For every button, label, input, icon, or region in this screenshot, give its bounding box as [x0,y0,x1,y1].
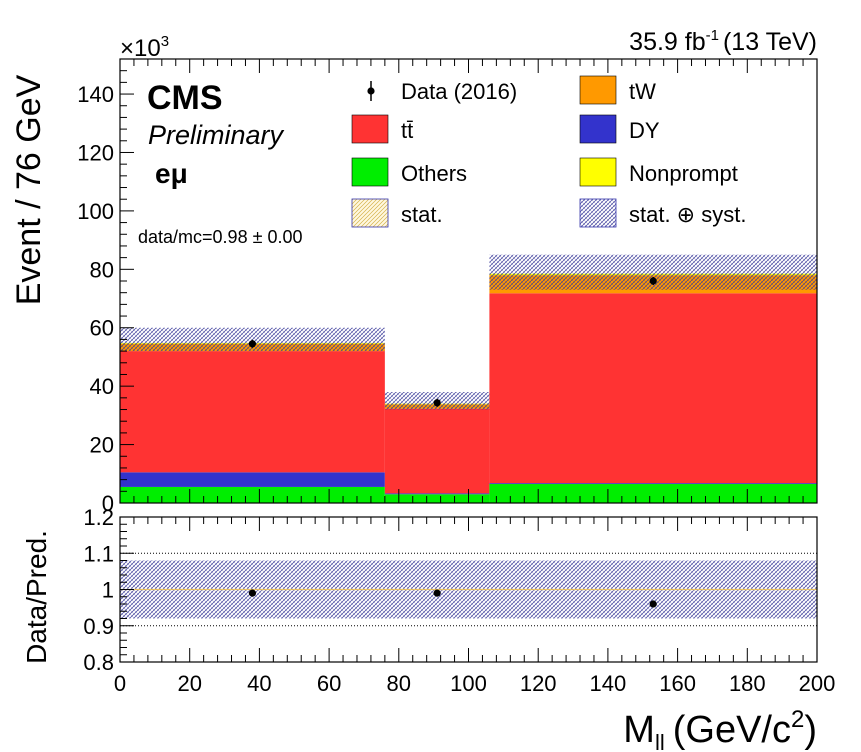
cms-label: CMS [147,79,223,117]
legend-label-nonprompt: Nonprompt [629,161,738,186]
x-tick-label: 180 [729,671,766,696]
legend-swatch-dy [579,114,617,144]
legend-swatch-others [351,157,389,187]
upper-y-tick-label: 140 [77,82,114,107]
y-multiplier: ×103 [120,33,169,62]
syst-band-bin0 [120,327,385,352]
stack-bar-tt-bin2 [489,293,817,484]
channel-label: eμ [155,158,188,189]
lower-y-tick-label: 0.9 [83,614,114,639]
x-tick-label: 0 [114,671,126,696]
preliminary-label: Preliminary [148,120,285,150]
legend-swatch-statsyst [579,198,617,228]
upper-axes: 0 20 40 60 80 100 120 140 [77,58,818,516]
legend-swatch-stat [351,198,389,228]
stack-bar-others-bin0 [120,486,385,503]
legend-label-tt: tt̄ [401,118,413,143]
x-tick-label: 120 [520,671,557,696]
x-tick-label: 80 [387,671,411,696]
lower-y-tick-label: 1 [102,578,114,603]
lower-data-points [248,589,657,608]
lower-syst-band [120,552,817,627]
legend-label-dy: DY [629,118,660,143]
upper-y-axis-title: Event / 76 GeV [10,74,48,305]
upper-y-tick-label: 60 [90,316,114,341]
upper-stack [120,273,817,503]
data-point-0 [248,340,257,348]
data-point-2 [649,277,657,285]
ratio-point-1 [433,589,441,597]
upper-y-tick-label: 20 [90,433,114,458]
upper-y-tick-label: 0 [102,491,114,516]
stack-bar-others-bin2 [489,484,817,503]
x-tick-label: 20 [177,671,201,696]
stack-bar-dy-bin2 [489,483,817,485]
legend-swatch-tt [351,114,389,144]
legend-label-others: Others [401,161,467,186]
x-tick-label: 200 [799,671,836,696]
lower-y-tick-label: 1.2 [83,505,114,530]
upper-y-tick-label: 100 [77,199,114,224]
upper-y-tick-label: 80 [90,257,114,282]
legend-marker-dot [367,87,375,95]
legend-label-stat: stat. [401,202,443,227]
data-point-1 [433,399,441,407]
x-tick-label: 60 [317,671,341,696]
lower-y-axis-title: Data/Pred. [21,530,52,664]
legend: Data (2016) tW tt̄ DY Others Nonprompt stat. st… [351,75,746,228]
stack-bar-others-bin1 [384,494,490,503]
stack-bar-dy-bin1 [384,493,490,495]
legend-label-statsyst: stat. ⊕ syst. [629,202,746,227]
ratio-point-0 [248,589,257,597]
stack-bar-tt-bin0 [120,351,385,473]
stack-bar-tt-bin1 [384,408,490,494]
lower-y-tick-label: 1.1 [83,541,114,566]
stack-bar-dy-bin0 [120,472,385,487]
x-tick-label: 100 [450,671,487,696]
upper-y-tick-label: 40 [90,374,114,399]
x-tick-label: 140 [590,671,627,696]
x-tick-label: 40 [247,671,271,696]
x-tick-label: 160 [659,671,696,696]
legend-label-tw: tW [629,79,656,104]
legend-swatch-nonprompt [579,157,617,187]
data-mc-ratio-text: data/mc=0.98 ± 0.00 [138,227,303,247]
x-axis-title: Mll (GeV/c2) [623,706,817,752]
legend-label-data: Data (2016) [401,79,517,104]
lower-axes: 0.8 0.9 1 1.1 1.2 0 20 40 60 80 100 120 140 160 180 200 [83,505,835,696]
upper-data-points [248,277,657,407]
legend-swatch-tw [579,75,617,105]
ratio-point-2 [649,600,657,608]
upper-y-tick-label: 120 [77,140,114,165]
lumi-label: 35.9 fb-1 (13 TeV) [629,27,817,56]
lower-y-tick-label: 0.8 [83,650,114,675]
